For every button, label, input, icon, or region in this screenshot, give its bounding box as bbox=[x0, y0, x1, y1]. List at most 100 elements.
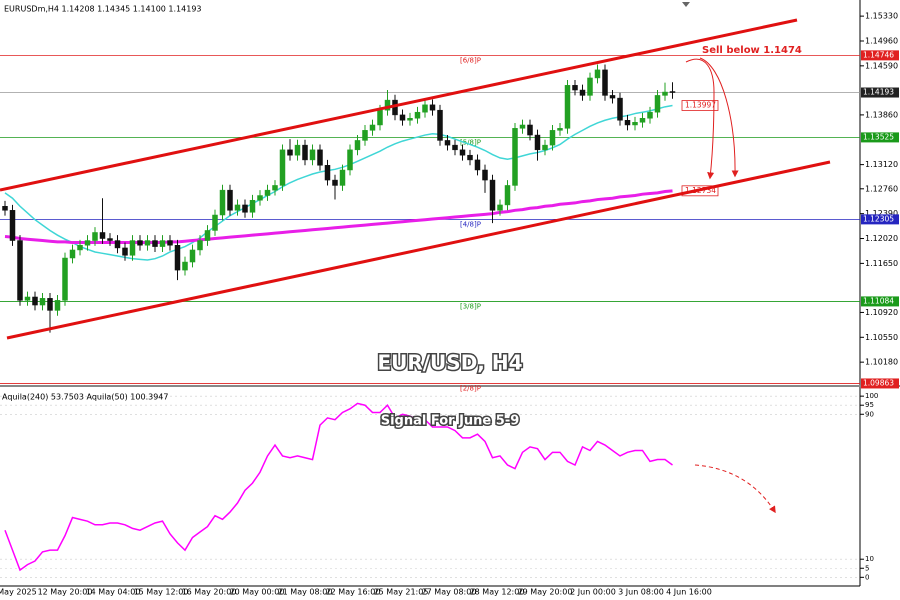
candle-body bbox=[654, 95, 661, 113]
candle-body bbox=[422, 104, 428, 113]
candle-body bbox=[234, 204, 241, 211]
candle-body bbox=[384, 99, 391, 111]
level-label: [2/8]P bbox=[460, 384, 481, 392]
candle-body bbox=[512, 128, 518, 186]
candle-body bbox=[197, 240, 203, 251]
candle-body bbox=[39, 298, 46, 306]
candle-body bbox=[452, 144, 458, 151]
level-label: [4/8]P bbox=[460, 220, 481, 228]
candle-body bbox=[84, 240, 91, 246]
candle-body bbox=[594, 69, 601, 79]
candle-body bbox=[332, 179, 338, 186]
candle-body bbox=[257, 195, 263, 201]
y-tick-label: 1.12390 bbox=[865, 209, 898, 218]
candle-body bbox=[264, 189, 271, 196]
channel-lower bbox=[6, 160, 831, 340]
y-tick-label: 1.13120 bbox=[865, 160, 898, 169]
indicator-line bbox=[4, 402, 673, 572]
candle-body bbox=[444, 140, 451, 146]
candle-body bbox=[407, 118, 413, 121]
candle-body bbox=[114, 240, 121, 249]
candle-body bbox=[212, 214, 218, 231]
candle-body bbox=[242, 204, 248, 213]
candle-body bbox=[77, 244, 83, 251]
x-tick-label: 22 May 16:00 bbox=[326, 588, 381, 597]
x-tick-label: 3 Jun 08:00 bbox=[618, 588, 664, 597]
x-tick-label: May 2025 bbox=[0, 588, 37, 597]
candle-body bbox=[17, 240, 23, 301]
candle-body bbox=[399, 114, 406, 121]
candle-body bbox=[414, 111, 421, 119]
candle-body bbox=[9, 210, 16, 241]
level-price-box bbox=[861, 296, 899, 307]
candle-body bbox=[279, 149, 286, 186]
y-tick-label: 1.13860 bbox=[865, 110, 898, 119]
candle-body bbox=[107, 238, 113, 241]
candle-body bbox=[317, 149, 323, 166]
candle-body bbox=[204, 230, 211, 241]
y-tick-label: 5 bbox=[865, 564, 869, 572]
candle-body bbox=[587, 77, 593, 96]
x-tick-label: 28 May 12:00 bbox=[470, 588, 525, 597]
candle-body bbox=[54, 300, 61, 311]
candle-body bbox=[437, 109, 443, 141]
candle-body bbox=[24, 296, 31, 301]
y-tick-label: 10 bbox=[865, 555, 874, 563]
candle-body bbox=[467, 154, 473, 161]
y-tick-label: 1.12760 bbox=[865, 184, 898, 193]
x-tick-label: 27 May 08:00 bbox=[422, 588, 477, 597]
level-price: 1.13525 bbox=[863, 132, 894, 141]
x-tick-label: 20 May 00:00 bbox=[230, 588, 285, 597]
candle-body bbox=[347, 149, 353, 171]
y-tick-label: 1.10920 bbox=[865, 308, 898, 317]
y-tick-label: 1.10180 bbox=[865, 358, 898, 367]
candle-body bbox=[227, 189, 233, 211]
x-tick-label: 29 May 20:00 bbox=[518, 588, 573, 597]
shift-marker bbox=[682, 2, 690, 7]
x-tick-label: 21 May 08:00 bbox=[278, 588, 333, 597]
y-tick-label: 1.11650 bbox=[865, 259, 898, 268]
y-tick-label: 1.10550 bbox=[865, 333, 898, 342]
chart-title: EUR/USD, H4 bbox=[377, 351, 522, 375]
candle-body bbox=[272, 185, 278, 191]
forecast-arrow bbox=[694, 464, 776, 514]
y-tick-label: 1.15330 bbox=[865, 12, 898, 21]
level-price-box bbox=[861, 132, 899, 143]
level-label: [3/8]P bbox=[460, 302, 481, 310]
level-label: [6/8]P bbox=[460, 56, 481, 64]
ma-label: 1.13997 bbox=[685, 100, 716, 109]
candle-body bbox=[159, 240, 166, 247]
candle-body bbox=[69, 249, 76, 259]
candle-body bbox=[92, 232, 98, 241]
level-price-box bbox=[861, 214, 899, 225]
x-tick-label: 14 May 04:00 bbox=[86, 588, 141, 597]
y-tick-label: 100 bbox=[865, 392, 878, 400]
forecast-arrow bbox=[685, 58, 715, 180]
candle-body bbox=[474, 159, 481, 171]
candle-body bbox=[519, 124, 526, 129]
candle-body bbox=[617, 97, 623, 121]
y-tick-label: 1.14590 bbox=[865, 61, 898, 70]
candle-body bbox=[632, 122, 638, 126]
ma-label-box bbox=[681, 100, 719, 111]
candle-body bbox=[32, 296, 38, 306]
candle-body bbox=[294, 144, 301, 156]
candle-body bbox=[557, 128, 563, 131]
candle-body bbox=[459, 149, 466, 156]
x-tick-label: 12 May 20:00 bbox=[38, 588, 93, 597]
candle-body bbox=[377, 109, 383, 126]
candle-body bbox=[497, 204, 503, 211]
candle-body bbox=[639, 118, 646, 123]
candle-body bbox=[189, 249, 196, 263]
annotation: Sell below 1.1474 bbox=[702, 45, 802, 56]
candle-body bbox=[99, 232, 106, 239]
candle-body bbox=[429, 104, 436, 111]
candle-body bbox=[624, 120, 631, 126]
candle-body bbox=[489, 179, 496, 211]
candle-body bbox=[549, 130, 556, 146]
candle-body bbox=[647, 111, 653, 119]
candle-body bbox=[527, 124, 533, 136]
current-price: 1.14193 bbox=[863, 88, 894, 97]
